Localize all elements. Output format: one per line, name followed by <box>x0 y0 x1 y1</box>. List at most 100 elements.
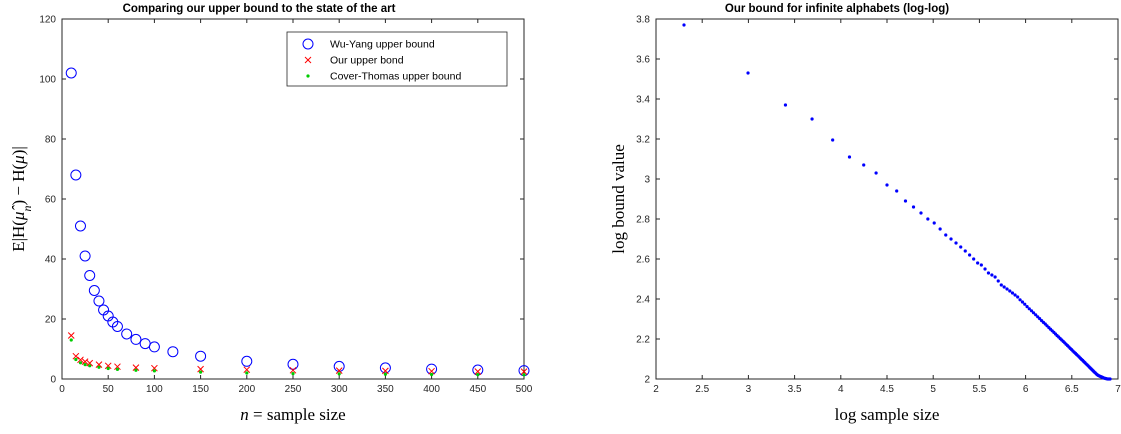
y-tick-label: 2.6 <box>636 255 650 266</box>
y-tick-label: 3.2 <box>636 135 650 146</box>
data-point <box>983 267 987 271</box>
data-point <box>151 364 158 372</box>
x-tick-label: 4.5 <box>880 384 894 395</box>
chart-right-ylabel: log bound value <box>609 144 628 254</box>
x-tick-label: 250 <box>285 384 302 395</box>
x-tick-label: 6 <box>1023 384 1029 395</box>
data-point <box>134 368 138 372</box>
y-tick-label: 80 <box>45 135 57 146</box>
data-point <box>986 271 991 275</box>
data-point <box>115 367 120 371</box>
data-point <box>1108 377 1112 381</box>
x-tick-label: 150 <box>192 384 209 395</box>
legend-box <box>286 31 508 87</box>
data-point <box>831 138 835 142</box>
x-tick-label: 450 <box>469 384 486 395</box>
data-point <box>79 250 91 262</box>
data-point <box>932 221 936 225</box>
chart-right-xlabel: log sample size <box>835 405 940 424</box>
data-point <box>1038 317 1042 321</box>
legend-label: Cover-Thomas upper bound <box>330 71 461 83</box>
data-point <box>428 367 435 375</box>
data-point <box>810 117 814 121</box>
data-point <box>783 103 788 107</box>
data-point <box>959 245 963 249</box>
chart-left-ticks: 0 50 100 150 200 250 300 350 400 450 500 0 20 40 60 80 1… <box>39 15 532 396</box>
data-point <box>979 263 983 267</box>
data-point <box>88 285 100 296</box>
x-tick-label: 2 <box>653 384 659 395</box>
data-point <box>289 366 297 374</box>
data-point <box>1029 309 1034 313</box>
data-point <box>1034 313 1038 317</box>
chart-left-xlabel: n = sample size <box>240 405 345 424</box>
data-point <box>926 217 930 221</box>
data-point <box>430 372 434 377</box>
data-point <box>1025 305 1029 309</box>
data-point <box>426 363 438 375</box>
data-point <box>106 366 110 371</box>
data-point <box>963 249 967 253</box>
data-point <box>911 205 916 209</box>
data-point <box>84 270 96 281</box>
data-point <box>993 275 997 279</box>
data-point <box>990 273 994 277</box>
data-point <box>88 364 92 368</box>
data-point <box>199 370 203 374</box>
data-point <box>885 183 889 187</box>
legend-marker <box>302 38 314 50</box>
data-point <box>114 363 121 371</box>
x-tick-label: 300 <box>331 384 348 395</box>
data-point <box>337 372 341 376</box>
data-point <box>383 372 387 376</box>
data-point <box>382 367 389 375</box>
data-point <box>93 295 105 307</box>
data-point <box>243 366 251 374</box>
data-point <box>69 338 73 342</box>
chart-right-ticks: 2 2.5 3 3.5 4 4.5 5 5.5 6 6.5 7 2 2.2 2.4 2.6 2.8 3 3.2 3.… <box>636 15 1121 396</box>
data-point <box>968 253 972 257</box>
data-point <box>132 364 140 371</box>
legend-entry: Cover-Thomas upper bound <box>306 71 461 83</box>
data-point <box>139 338 151 350</box>
data-point <box>333 360 345 372</box>
chart-left-title: Comparing our upper bound to the state o… <box>123 3 396 15</box>
data-point <box>919 211 923 215</box>
chart-right-title: Our bound for infinite alphabets (log-lo… <box>725 3 949 15</box>
data-point <box>1023 302 1027 306</box>
x-tick-label: 3.5 <box>788 384 802 395</box>
data-point <box>1013 293 1017 297</box>
legend-entries: Wu-Yang upper bound Our upper bond Cover-T… <box>302 38 461 83</box>
data-point <box>1031 311 1036 315</box>
x-tick-label: 350 <box>377 384 394 395</box>
data-point <box>65 67 77 79</box>
y-tick-label: 3.8 <box>636 15 650 26</box>
y-tick-label: 3.6 <box>636 55 650 66</box>
data-point <box>1016 295 1020 299</box>
y-tick-label: 3.4 <box>636 95 650 106</box>
data-point <box>81 358 89 365</box>
data-point <box>95 361 103 368</box>
data-point <box>949 237 953 241</box>
data-point <box>972 257 976 261</box>
y-tick-label: 3 <box>644 175 650 186</box>
x-tick-label: 5 <box>930 384 936 395</box>
data-point <box>474 368 482 375</box>
x-tick-label: 400 <box>423 384 440 395</box>
x-tick-label: 50 <box>103 384 115 395</box>
data-point <box>197 365 204 373</box>
data-point <box>335 367 343 374</box>
data-point <box>86 359 94 367</box>
y-tick-label: 2.4 <box>636 295 650 306</box>
data-point <box>287 358 299 370</box>
data-point <box>938 227 942 231</box>
chart-left-ylabel: E|H(μ̂n) − H(μ)| <box>9 146 34 252</box>
data-point <box>97 365 101 369</box>
data-point <box>746 71 750 75</box>
chart-left-legend: Wu-Yang upper bound Our upper bond Cover-T… <box>286 31 508 87</box>
legend-label: Our upper bond <box>330 55 404 67</box>
data-point <box>78 361 83 365</box>
data-point <box>1010 291 1015 295</box>
chart-left-points <box>65 67 530 377</box>
